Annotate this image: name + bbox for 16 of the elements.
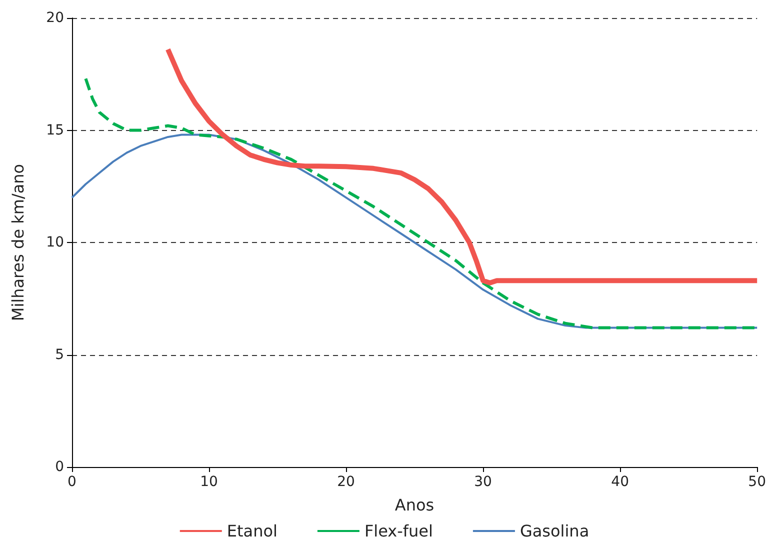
y-tick-label: 5	[55, 346, 64, 363]
x-tick-label: 40	[611, 474, 629, 490]
y-tick-label: 20	[46, 10, 64, 26]
y-tick-label: 10	[46, 234, 64, 250]
y-tick-label: 0	[55, 459, 64, 475]
x-tick-label: 20	[337, 474, 355, 490]
y-axis-title: Milhares de km/ano	[8, 164, 28, 322]
x-tick-label: 30	[474, 474, 492, 490]
y-tick-label: 15	[46, 122, 64, 138]
x-axis-title: Anos	[394, 496, 434, 514]
legend-label: Etanol	[226, 522, 278, 540]
legend-label: Gasolina	[520, 522, 590, 540]
legend-label: Flex-fuel	[364, 522, 433, 540]
x-tick-label: 0	[68, 474, 76, 490]
x-tick-label: 10	[200, 474, 218, 490]
x-tick-label: 50	[748, 474, 766, 490]
